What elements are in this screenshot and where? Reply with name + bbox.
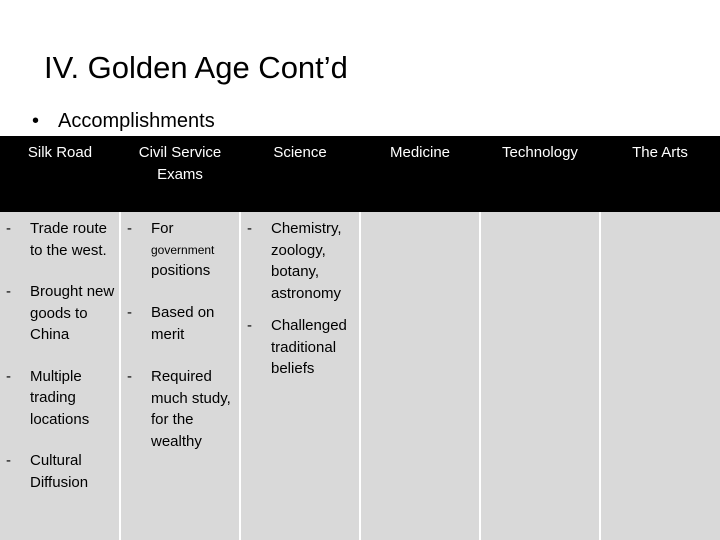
dash-marker: - <box>6 283 11 300</box>
accomplishments-table: Silk Road Civil Service Exams Science Me… <box>0 136 720 540</box>
dash-marker: - <box>247 220 252 237</box>
header-technology: Technology <box>480 136 600 212</box>
header-civil-service-line1: Civil Service <box>138 144 222 161</box>
list-item: - Cultural Diffusion <box>0 450 119 493</box>
dash-marker: - <box>127 368 132 385</box>
cell-the-arts <box>599 212 720 540</box>
header-the-arts: The Arts <box>600 136 720 212</box>
dash-marker: - <box>6 452 11 469</box>
table-header-row: Silk Road Civil Service Exams Science Me… <box>0 136 720 212</box>
civil-service-item-1-line3: positions <box>151 261 211 279</box>
dash-marker: - <box>127 220 132 237</box>
list-item: - Trade route to the west. <box>0 218 119 261</box>
civil-service-item-1: For government positions <box>151 218 239 281</box>
silk-road-item-4: Cultural Diffusion <box>30 452 89 491</box>
civil-service-item-1-line1: For <box>151 220 174 237</box>
dash-marker: - <box>6 367 11 385</box>
dash-marker: - <box>6 220 11 237</box>
list-item: - Challenged traditional beliefs <box>241 315 359 380</box>
table-body-row: - Trade route to the west. - Brought new… <box>0 212 720 540</box>
bullet-dot-icon: • <box>32 110 40 132</box>
list-item: - Brought new goods to China <box>0 281 119 346</box>
cell-silk-road: - Trade route to the west. - Brought new… <box>0 212 120 540</box>
list-item: - Based on merit <box>121 302 239 345</box>
silk-road-item-2: Brought new goods to China <box>30 283 115 343</box>
cell-civil-service: - For government positions - Based on me… <box>119 212 240 540</box>
civil-service-item-2: Based on merit <box>151 304 215 343</box>
cell-technology <box>479 212 600 540</box>
science-item-1: Chemistry, zoology, botany, astronomy <box>271 220 342 302</box>
slide-title: IV. Golden Age Cont’d <box>44 50 348 85</box>
cell-science: - Chemistry, zoology, botany, astronomy … <box>239 212 360 540</box>
list-item: - Multiple trading locations <box>0 366 119 431</box>
cell-medicine <box>359 212 480 540</box>
header-science: Science <box>240 136 360 212</box>
dash-marker: - <box>127 304 132 321</box>
header-civil-service-exams: Civil Service Exams <box>120 136 240 212</box>
science-item-2: Challenged traditional beliefs <box>271 317 347 377</box>
bullet-text: Accomplishments <box>58 110 215 132</box>
silk-road-item-1: Trade route to the west. <box>30 220 107 259</box>
silk-road-item-3: Multiple trading locations <box>30 367 90 428</box>
list-item: - Chemistry, zoology, botany, astronomy <box>241 218 359 304</box>
civil-service-item-3: Required much study, for the wealthy <box>151 368 231 450</box>
list-item: - Required much study, for the wealthy <box>121 366 239 452</box>
header-medicine: Medicine <box>360 136 480 212</box>
bullet-accomplishments: • Accomplishments <box>32 108 215 134</box>
civil-service-item-1-line2: government <box>151 242 215 257</box>
dash-marker: - <box>247 317 252 334</box>
header-silk-road: Silk Road <box>0 136 120 212</box>
list-item: - For government positions <box>121 218 239 281</box>
header-civil-service-line2: Exams <box>157 166 203 183</box>
